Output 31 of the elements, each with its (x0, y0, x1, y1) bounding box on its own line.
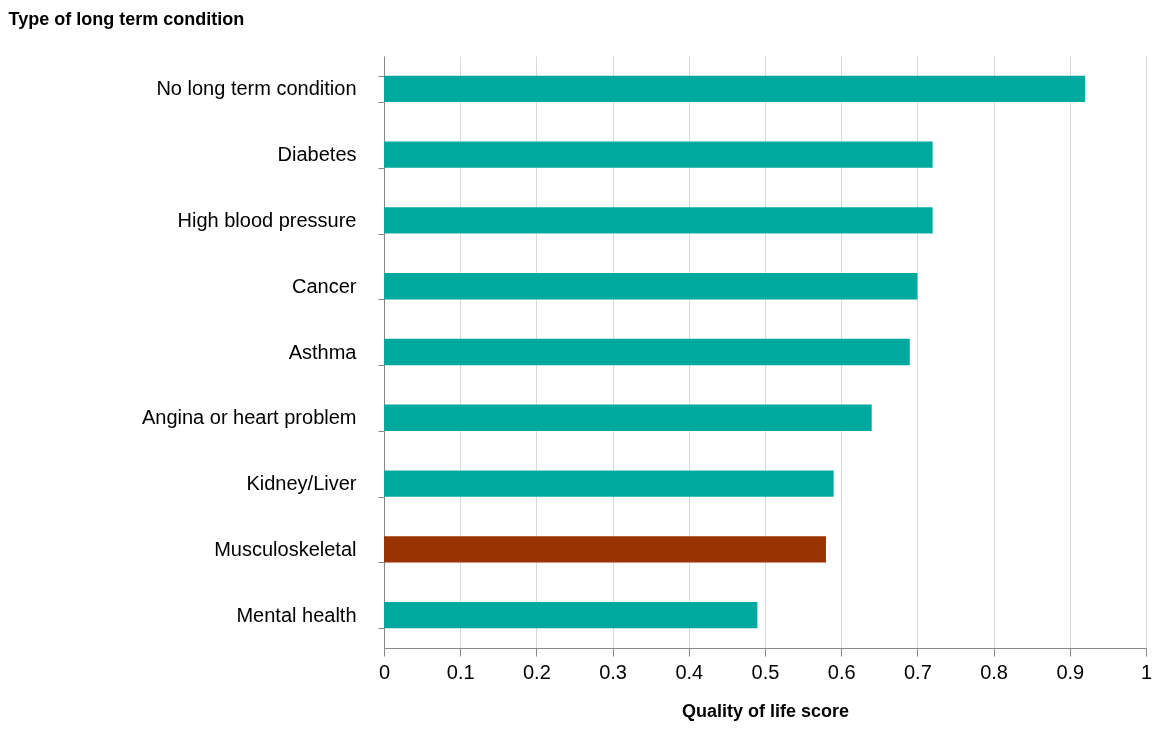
x-tick-label: 0.3 (599, 660, 628, 683)
x-tick-label: 0.7 (903, 660, 932, 683)
y-tick-label: Musculoskeletal (214, 537, 357, 560)
x-tick-label: 0.4 (675, 660, 704, 683)
x-tick-label: 0.6 (827, 660, 856, 683)
bar (384, 536, 826, 563)
y-tick-label: Angina or heart problem (141, 406, 357, 429)
x-tick-label: 1 (1140, 660, 1153, 683)
y-tick-label: Diabetes (277, 143, 357, 166)
bar (384, 273, 918, 300)
x-tick-label: 0.1 (446, 660, 475, 683)
y-tick-label: No long term condition (156, 77, 357, 100)
bar (384, 75, 1086, 103)
y-tick-label: High blood pressure (177, 208, 357, 231)
x-tick-label: 0 (378, 660, 391, 683)
bar (384, 601, 758, 629)
bar (384, 470, 834, 497)
x-tick-label: 0.9 (1056, 660, 1085, 683)
y-tick-label: Mental health (236, 603, 357, 626)
x-tick-label: 0.2 (522, 660, 551, 683)
x-axis-title: Quality of life score (681, 700, 850, 721)
y-tick-label: Cancer (292, 274, 357, 297)
y-tick-label: Kidney/Liver (246, 472, 357, 495)
bar (384, 404, 872, 431)
x-tick-label: 0.5 (751, 660, 780, 683)
y-axis-title: Type of long term condition (8, 8, 245, 29)
bar (384, 141, 933, 168)
bar (384, 338, 910, 366)
y-tick-label: Asthma (288, 340, 358, 363)
x-tick-label: 0.8 (980, 660, 1009, 683)
bar (384, 207, 933, 234)
